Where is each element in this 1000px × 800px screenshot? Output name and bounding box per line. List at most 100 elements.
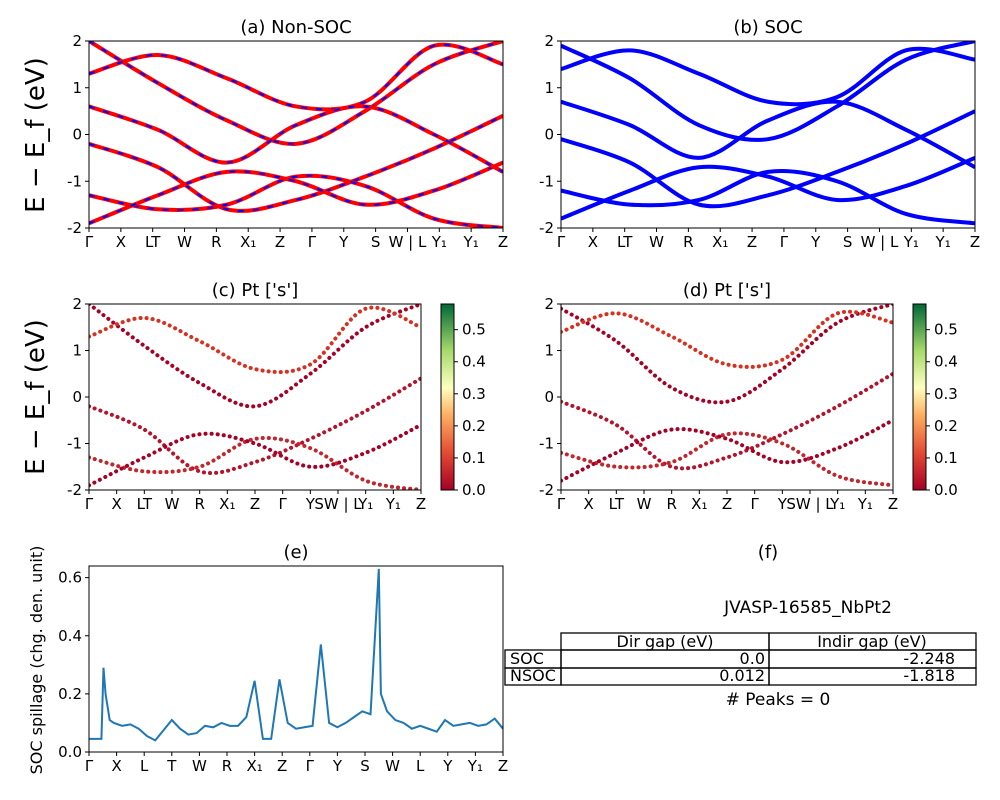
colorbar-tick-label: 0.0 <box>934 481 958 499</box>
xtick-label: X <box>111 757 121 775</box>
xtick-label: Y₁ <box>903 233 919 251</box>
xtick-label: LT <box>617 233 633 251</box>
ytick-label: 2 <box>544 32 554 50</box>
xtick-label: X <box>112 495 122 513</box>
xtick-label: Z <box>722 495 732 513</box>
row-nsoc-label: NSOC <box>510 666 556 685</box>
panel-c-ylabel: E − E_f (eV) <box>21 319 51 475</box>
colorbar-tick-label: 0.4 <box>934 353 958 371</box>
xtick-label: W <box>165 495 180 513</box>
colorbar-tick-label: 0.3 <box>462 385 486 403</box>
colorbar-tick-label: 0.2 <box>934 417 958 435</box>
band-line <box>561 109 975 209</box>
colorbar-tick-label: 0.2 <box>462 417 486 435</box>
panel-d-colorbar <box>912 303 927 491</box>
band-points <box>561 371 893 471</box>
axes-frame <box>88 303 422 491</box>
ytick-label: 0.4 <box>58 627 82 645</box>
ytick-label: -1 <box>539 435 554 453</box>
panel-a-title: (a) Non-SOC <box>240 17 351 38</box>
xtick-label: X₁ <box>712 233 728 251</box>
xtick-label: Γ <box>557 495 566 513</box>
ytick-label: 2 <box>72 295 82 313</box>
panel-d-title: (d) Pt ['s'] <box>683 280 771 301</box>
panel-e-ylabel: SOC spillage (chg. den. unit) <box>27 546 46 775</box>
ytick-label: 1 <box>72 342 82 360</box>
ytick-label: -2 <box>539 219 554 237</box>
xtick-label: Z <box>498 757 508 775</box>
xtick-label: L <box>140 757 149 775</box>
colorbar-tick-label: 0.1 <box>934 449 958 467</box>
xtick-label: Γ <box>85 233 94 251</box>
xtick-label: SW | L <box>314 495 362 513</box>
band-points <box>89 436 421 490</box>
xtick-label: Y <box>338 233 349 251</box>
ytick-label: 0.0 <box>58 743 82 761</box>
ytick-label: 0 <box>72 126 82 144</box>
band-line <box>561 156 975 221</box>
xtick-label: Γ <box>557 233 566 251</box>
panel-e-title: (e) <box>283 542 308 563</box>
xtick-label: S <box>843 233 853 251</box>
axes-frame <box>560 40 976 229</box>
ytick-label: 1 <box>72 79 82 97</box>
row-nsoc-dir: 0.012 <box>719 666 765 685</box>
panel-e-spillage: (e) SOC spillage (chg. den. unit) 0.0 0.2… <box>27 542 508 775</box>
xtick-label: Y <box>810 233 821 251</box>
ytick-label: -1 <box>539 172 554 190</box>
xtick-label: Z <box>970 233 980 251</box>
band-points <box>89 304 421 409</box>
xtick-label: X₁ <box>246 757 262 775</box>
ytick-label: 0.2 <box>58 685 82 703</box>
ytick-label: -1 <box>67 435 82 453</box>
axes-frame <box>560 303 894 491</box>
band-points <box>89 422 421 488</box>
xtick-label: SW | L <box>786 495 834 513</box>
band-line <box>89 113 503 213</box>
xtick-label: Γ <box>780 233 789 251</box>
xtick-label: LT <box>609 495 625 513</box>
ytick-label: -1 <box>67 172 82 190</box>
xtick-label: Y₁ <box>935 233 951 251</box>
xtick-label: Z <box>747 233 757 251</box>
colorbar-tick-label: 0.5 <box>934 321 958 339</box>
band-line-overlay <box>89 161 503 225</box>
xtick-label: Y <box>332 757 343 775</box>
xtick-label: T <box>166 757 177 775</box>
band-line-overlay <box>89 174 503 228</box>
colorbar-tick-label: 0.1 <box>462 449 486 467</box>
xtick-label: X <box>584 495 594 513</box>
band-points <box>561 431 893 488</box>
xtick-label: R <box>211 233 221 251</box>
xtick-label: Y₁ <box>829 495 845 513</box>
ytick-label: -2 <box>67 219 82 237</box>
peaks-count: # Peaks = 0 <box>726 690 831 710</box>
gap-table <box>504 632 977 686</box>
xtick-label: R <box>194 495 204 513</box>
band-line <box>561 99 975 169</box>
xtick-label: X₁ <box>691 495 707 513</box>
xtick-label: X <box>588 233 598 251</box>
xtick-label: Z <box>250 495 260 513</box>
band-line <box>561 169 975 226</box>
ytick-label: 1 <box>544 79 554 97</box>
panel-f-summary: (f) JVASP-16585_NbPt2 Dir gap (eV) Indir… <box>504 542 977 710</box>
panel-f-title: (f) <box>758 542 778 563</box>
ytick-label: 0 <box>544 126 554 144</box>
xtick-label: L <box>416 757 425 775</box>
xtick-label: Y₁ <box>385 495 401 513</box>
ytick-label: 2 <box>544 295 554 313</box>
xtick-label: W <box>177 233 192 251</box>
ytick-label: -2 <box>67 481 82 499</box>
axes-frame <box>88 40 504 229</box>
xtick-label: Y₁ <box>857 495 873 513</box>
row-soc-dir: 0.0 <box>740 649 765 668</box>
panel-a-ylabel: E − E_f (eV) <box>21 57 51 213</box>
xtick-label: Y₁ <box>431 233 447 251</box>
band-points <box>89 376 421 475</box>
xtick-label: Z <box>498 233 508 251</box>
band-line-overlay <box>89 105 503 173</box>
panel-c-title: (c) Pt ['s'] <box>212 280 299 301</box>
